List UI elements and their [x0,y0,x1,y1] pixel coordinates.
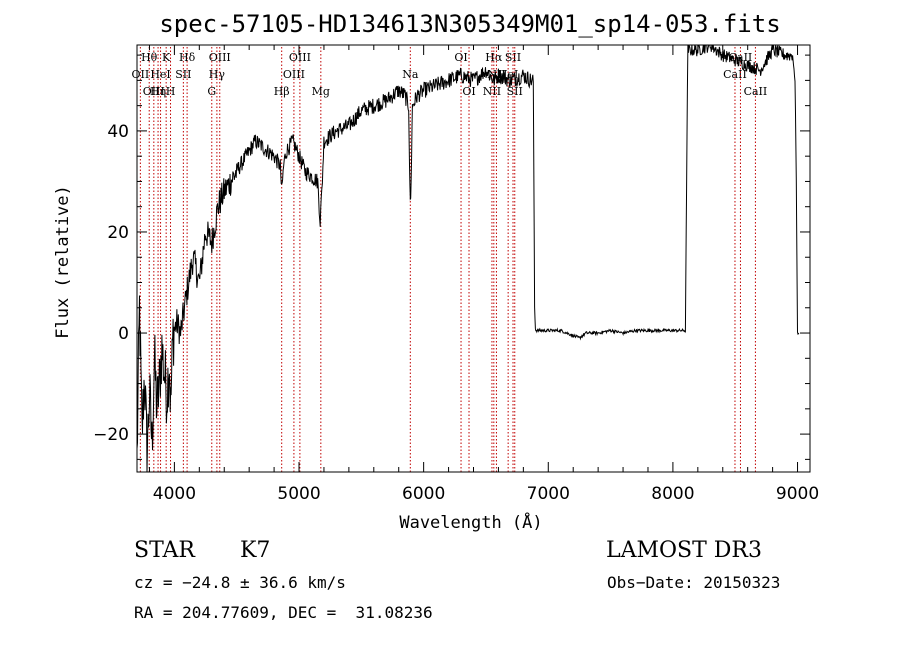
line-label-14: OIII [289,51,311,64]
redshift-cz: cz = −24.8 ± 36.6 km/s [134,573,346,592]
line-label-20: Hα [485,51,503,64]
x-tick-label: 6000 [402,484,445,504]
x-tick-label: 8000 [651,484,694,504]
observation-date: Obs−Date: 20150323 [607,573,781,592]
line-label-9: G [207,85,216,98]
line-label-16: Na [402,68,419,81]
x-tick-label: 7000 [527,484,570,504]
line-label-17: OI [454,51,467,64]
x-tick-label: 4000 [153,484,196,504]
line-label-12: Hβ [274,85,290,98]
y-tick-label: 40 [107,122,129,142]
emission-line-markers: OIIHθOIIIHηHeIKHSIIHδGHγOIIIHβOIIIOIIIMg… [132,47,768,472]
line-label-0: OII [132,68,150,81]
y-tick-label: 20 [107,223,129,243]
survey-name: LAMOST DR3 [606,538,762,563]
plot-frame [136,44,811,473]
line-label-11: OIII [209,51,231,64]
line-label-24: SII [507,85,523,98]
object-class: STAR [134,538,195,563]
y-tick-label: 0 [118,324,129,344]
line-label-3: Hη [150,85,166,98]
spectrum-series [137,45,800,472]
spectrum-line [137,45,800,472]
x-tick-label: 9000 [776,484,819,504]
x-axis-label: Wavelength (Å) [399,511,542,533]
plot-axes: 4000 5000 6000 7000 8000 9000 −20 0 20 40 [93,44,819,504]
y-axis-label: Flux (relative) [53,185,73,339]
line-label-23: SII [505,51,521,64]
line-label-1: Hθ [141,51,158,64]
line-label-5: K [162,51,171,64]
line-label-2: OIII [143,85,165,98]
line-label-18: OI [462,85,475,98]
line-label-27: CaII [744,85,768,98]
object-subclass: K7 [240,538,271,563]
line-label-8: Hδ [179,51,196,64]
line-label-4: HeI [150,68,170,81]
line-label-7: SII [175,68,191,81]
line-label-19: NII [483,85,501,98]
line-label-13: OIII [283,68,305,81]
line-label-15: Mg [312,85,330,98]
chart-title: spec-57105-HD134613N305349M01_sp14-053.f… [159,10,780,38]
line-label-25: CaII [723,68,747,81]
line-label-6: H [166,85,176,98]
coordinates: RA = 204.77609, DEC = 31.08236 [134,603,433,622]
y-tick-label: −20 [93,425,129,445]
line-label-10: Hγ [209,68,226,81]
x-tick-label: 5000 [277,484,320,504]
